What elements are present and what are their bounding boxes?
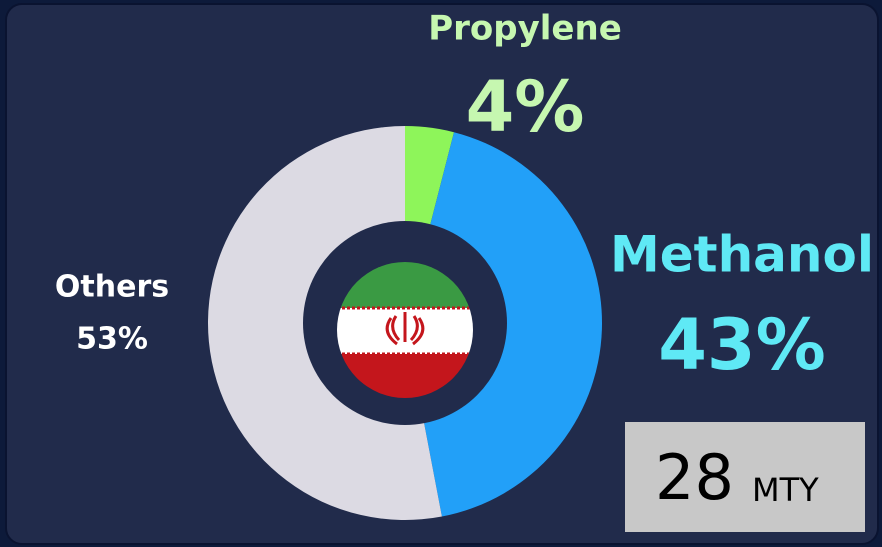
slice-name: Methanol: [610, 226, 874, 284]
total-unit: MTY: [752, 471, 819, 509]
total-box: [625, 422, 865, 532]
slice-value: 4%: [466, 66, 585, 148]
slice-value: 53%: [76, 322, 148, 357]
slice-name: Others: [55, 270, 169, 305]
slice-value: 43%: [658, 304, 826, 386]
slice-name: Propylene: [428, 9, 622, 49]
total-value: 28: [655, 441, 734, 514]
